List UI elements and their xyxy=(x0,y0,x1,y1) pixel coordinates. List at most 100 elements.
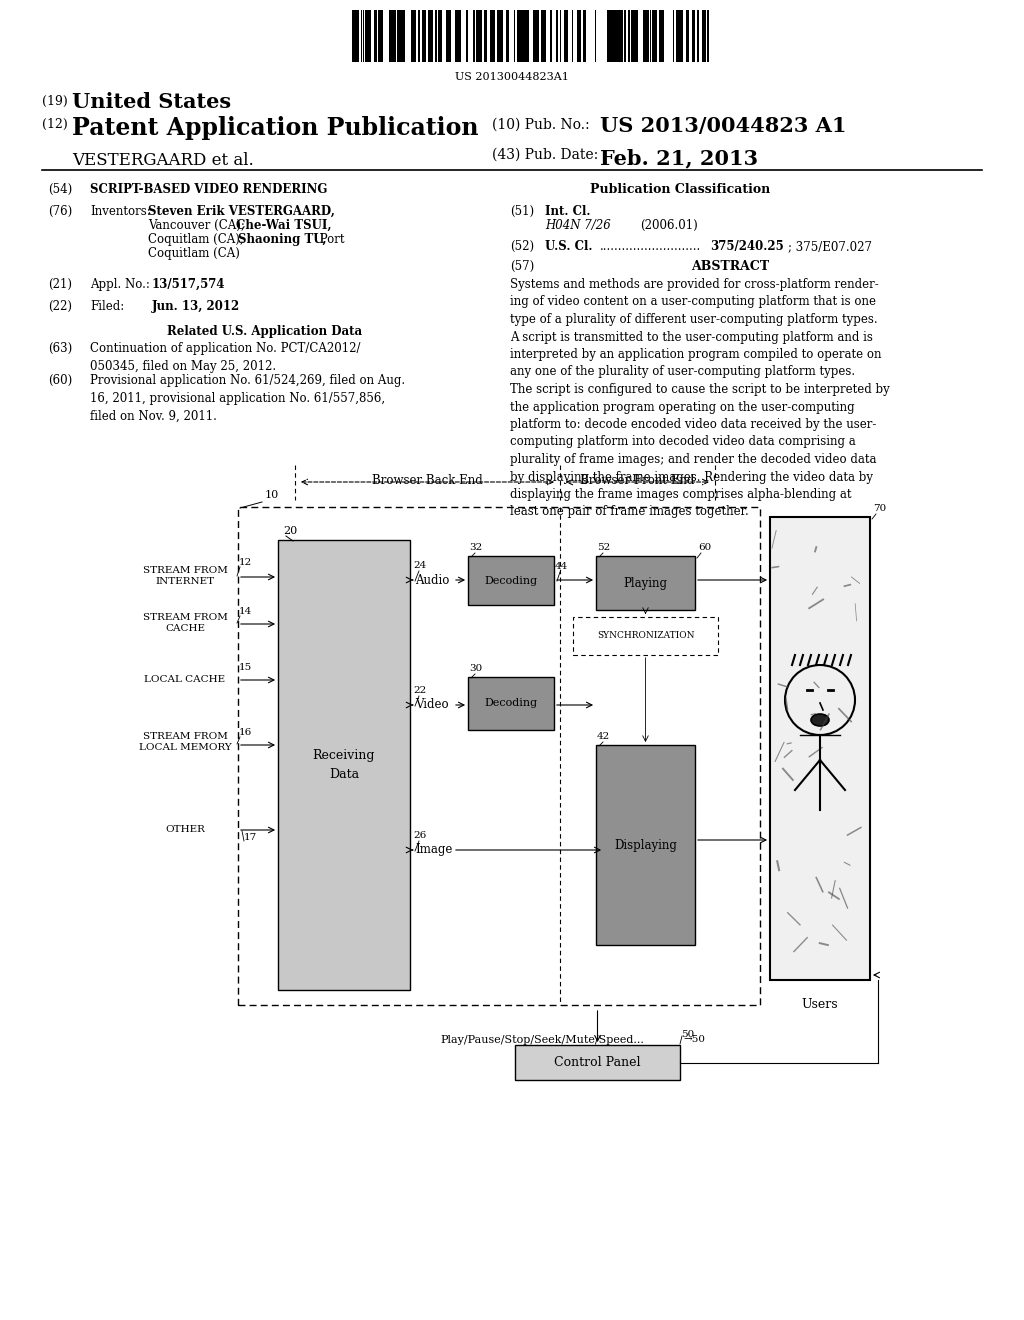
Bar xyxy=(391,11,393,62)
Text: 13/517,574: 13/517,574 xyxy=(152,279,225,290)
Text: 70: 70 xyxy=(873,504,886,513)
Text: Steven Erik VESTERGAARD,: Steven Erik VESTERGAARD, xyxy=(148,205,335,218)
Bar xyxy=(480,11,482,62)
Text: (54): (54) xyxy=(48,183,73,195)
Text: (63): (63) xyxy=(48,342,73,355)
Bar xyxy=(416,11,418,62)
Text: 15: 15 xyxy=(239,663,252,672)
Bar xyxy=(461,11,464,62)
Bar xyxy=(473,11,475,62)
Bar xyxy=(552,11,556,62)
Text: Inventors:: Inventors: xyxy=(90,205,151,218)
Bar xyxy=(539,11,541,62)
Bar xyxy=(468,677,554,730)
Text: 24: 24 xyxy=(413,561,426,570)
Bar xyxy=(581,11,583,62)
Bar xyxy=(464,11,466,62)
Text: Provisional application No. 61/524,269, filed on Aug.
16, 2011, provisional appl: Provisional application No. 61/524,269, … xyxy=(90,374,406,422)
Bar xyxy=(600,11,602,62)
Text: U.S. Cl.: U.S. Cl. xyxy=(545,240,593,253)
Text: 14: 14 xyxy=(239,607,252,616)
Text: (2006.01): (2006.01) xyxy=(640,219,697,232)
Bar xyxy=(676,11,678,62)
Bar xyxy=(573,11,577,62)
Bar xyxy=(355,11,359,62)
Text: Vancouver (CA);: Vancouver (CA); xyxy=(148,219,249,232)
Text: 12: 12 xyxy=(239,558,252,568)
Bar xyxy=(389,11,391,62)
Text: (12): (12) xyxy=(42,117,68,131)
Text: (57): (57) xyxy=(510,260,535,273)
Bar xyxy=(466,11,468,62)
Text: Coquitlam (CA): Coquitlam (CA) xyxy=(148,247,240,260)
Bar xyxy=(709,11,711,62)
Bar xyxy=(662,11,664,62)
Bar xyxy=(278,540,410,990)
Text: Audio: Audio xyxy=(415,573,450,586)
Text: Decoding: Decoding xyxy=(484,698,538,709)
Bar xyxy=(671,11,673,62)
Bar xyxy=(613,11,615,62)
Text: ...........................: ........................... xyxy=(600,240,701,253)
Text: 44: 44 xyxy=(555,562,568,572)
Text: United States: United States xyxy=(72,92,231,112)
Bar xyxy=(598,11,600,62)
Bar xyxy=(596,744,695,945)
Bar xyxy=(689,11,692,62)
Bar xyxy=(697,11,699,62)
Text: Appl. No.:: Appl. No.: xyxy=(90,279,150,290)
Bar xyxy=(431,11,433,62)
Bar xyxy=(647,11,649,62)
Bar xyxy=(476,11,480,62)
Bar xyxy=(573,616,718,655)
Bar xyxy=(449,11,450,62)
Text: SYNCHRONIZATION: SYNCHRONIZATION xyxy=(597,631,694,640)
Text: 60: 60 xyxy=(698,543,712,552)
Bar xyxy=(535,11,538,62)
Text: Jun. 13, 2012: Jun. 13, 2012 xyxy=(152,300,241,313)
Bar xyxy=(635,11,637,62)
Bar xyxy=(659,11,662,62)
Text: (76): (76) xyxy=(48,205,73,218)
Bar xyxy=(652,11,656,62)
Text: Playing: Playing xyxy=(624,577,668,590)
Text: (10) Pub. No.:: (10) Pub. No.: xyxy=(492,117,590,132)
Text: STREAM FROM
LOCAL MEMORY: STREAM FROM LOCAL MEMORY xyxy=(138,733,231,752)
Text: Filed:: Filed: xyxy=(90,300,124,313)
Bar xyxy=(365,11,367,62)
Text: 375/240.25: 375/240.25 xyxy=(710,240,783,253)
Bar xyxy=(609,11,613,62)
Text: 42: 42 xyxy=(597,733,610,741)
Bar xyxy=(561,11,564,62)
Text: ; 375/E07.027: ; 375/E07.027 xyxy=(788,240,872,253)
Bar xyxy=(693,11,695,62)
Bar xyxy=(521,11,525,62)
Text: US 2013/0044823 A1: US 2013/0044823 A1 xyxy=(600,116,847,136)
Bar xyxy=(515,1045,680,1080)
Text: 20: 20 xyxy=(283,525,297,536)
Text: H04N 7/26: H04N 7/26 xyxy=(545,219,610,232)
Text: STREAM FROM
INTERNET: STREAM FROM INTERNET xyxy=(142,566,227,586)
Bar xyxy=(515,11,517,62)
Bar xyxy=(398,11,401,62)
Bar xyxy=(442,11,445,62)
Text: VESTERGAARD et al.: VESTERGAARD et al. xyxy=(72,152,254,169)
Bar xyxy=(686,11,689,62)
Bar xyxy=(529,11,531,62)
Text: Publication Classification: Publication Classification xyxy=(590,183,770,195)
Bar xyxy=(413,11,415,62)
Bar xyxy=(568,11,572,62)
Bar xyxy=(403,11,406,62)
Text: (52): (52) xyxy=(510,240,535,253)
Text: Displaying: Displaying xyxy=(614,838,677,851)
Bar xyxy=(669,11,671,62)
Bar xyxy=(678,11,682,62)
Text: US 20130044823A1: US 20130044823A1 xyxy=(455,73,569,82)
Bar xyxy=(353,11,355,62)
Bar xyxy=(695,11,697,62)
Text: Port: Port xyxy=(316,234,344,246)
Bar xyxy=(674,11,676,62)
Text: STREAM FROM
CACHE: STREAM FROM CACHE xyxy=(142,612,227,634)
Bar xyxy=(602,11,604,62)
Text: Coquitlam (CA);: Coquitlam (CA); xyxy=(148,234,248,246)
